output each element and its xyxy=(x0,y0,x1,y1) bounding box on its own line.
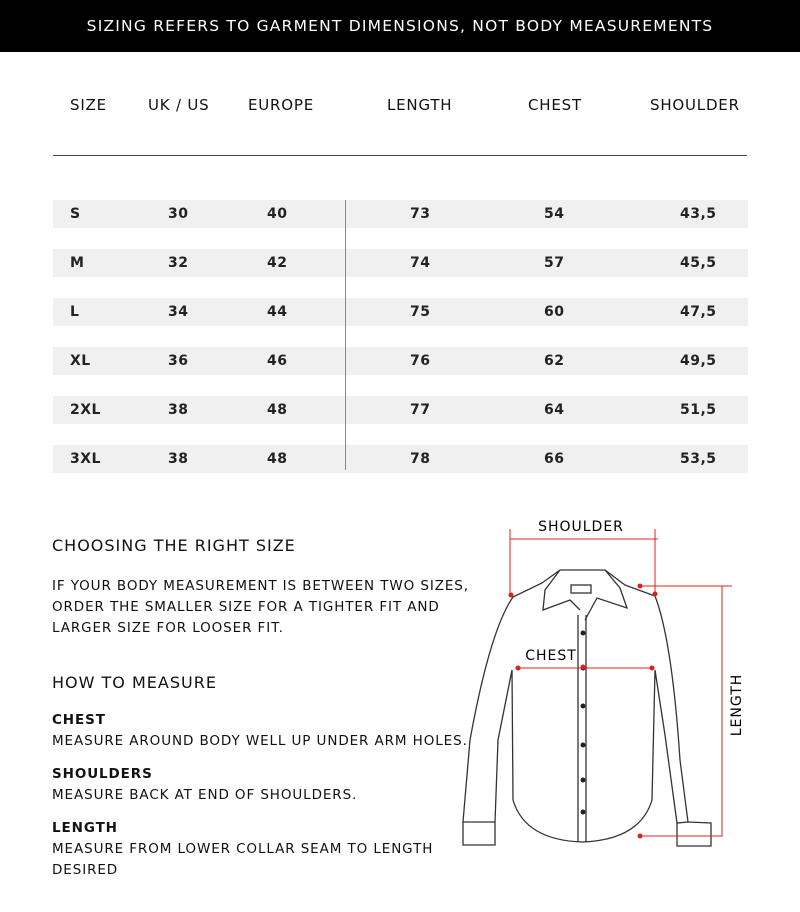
table-cell: 40 xyxy=(267,206,288,222)
table-cell: L xyxy=(70,304,80,320)
length-label: LENGTH xyxy=(52,820,118,836)
table-row: S 30 40 73 54 43,5 xyxy=(53,200,748,228)
header-europe: EUROPE xyxy=(248,96,315,114)
choosing-line: ORDER THE SMALLER SIZE FOR A TIGHTER FIT… xyxy=(52,599,440,615)
table-cell: 48 xyxy=(267,451,288,467)
table-cell: 75 xyxy=(410,304,431,320)
table-cell: 64 xyxy=(544,402,565,418)
table-cell: 73 xyxy=(410,206,431,222)
table-cell: 44 xyxy=(267,304,288,320)
header-length: LENGTH xyxy=(387,96,453,114)
length-text: DESIRED xyxy=(52,862,119,878)
table-cell: 34 xyxy=(168,304,189,320)
header-chest: CHEST xyxy=(528,96,582,114)
chest-label: CHEST xyxy=(52,712,106,728)
measure-title: HOW TO MEASURE xyxy=(52,673,217,692)
table-cell: 32 xyxy=(168,255,189,271)
length-diagram-label: LENGTH xyxy=(729,674,745,737)
table-cell: 30 xyxy=(168,206,189,222)
choosing-line: LARGER SIZE FOR LOOSER FIT. xyxy=(52,620,284,636)
banner: SIZING REFERS TO GARMENT DIMENSIONS, NOT… xyxy=(0,0,800,52)
shirt-icon xyxy=(462,569,712,847)
header-divider xyxy=(53,155,747,156)
table-cell: 54 xyxy=(544,206,565,222)
table-cell: 77 xyxy=(410,402,431,418)
table-cell: 48 xyxy=(267,402,288,418)
table-cell: M xyxy=(70,255,85,271)
header-size: SIZE xyxy=(70,96,107,114)
table-cell: XL xyxy=(70,353,91,369)
table-cell: 42 xyxy=(267,255,288,271)
length-text: MEASURE FROM LOWER COLLAR SEAM TO LENGTH xyxy=(52,841,434,857)
table-cell: 46 xyxy=(267,353,288,369)
choosing-text: IF YOUR BODY MEASUREMENT IS BETWEEN TWO … xyxy=(52,576,469,639)
table-cell: 53,5 xyxy=(680,451,717,467)
chest-diagram-label: CHEST xyxy=(525,648,577,664)
table-cell: 76 xyxy=(410,353,431,369)
table-cell: 47,5 xyxy=(680,304,717,320)
table-cell: 45,5 xyxy=(680,255,717,271)
table-row: 3XL 38 48 78 66 53,5 xyxy=(53,445,748,473)
header-shoulder: SHOULDER xyxy=(650,96,740,114)
table-cell: 74 xyxy=(410,255,431,271)
choosing-title: CHOOSING THE RIGHT SIZE xyxy=(52,536,296,555)
table-cell: 36 xyxy=(168,353,189,369)
column-divider xyxy=(345,200,346,470)
chest-text: MEASURE AROUND BODY WELL UP UNDER ARM HO… xyxy=(52,733,468,749)
measure-dots xyxy=(508,583,658,839)
measure-lines xyxy=(509,529,732,837)
table-row: L 34 44 75 60 47,5 xyxy=(53,298,748,326)
table-cell: 62 xyxy=(544,353,565,369)
table-cell: 60 xyxy=(544,304,565,320)
shoulder-label: SHOULDER xyxy=(538,519,624,535)
table-row: XL 36 46 76 62 49,5 xyxy=(53,347,748,375)
header-uk-us: UK / US xyxy=(148,96,210,114)
table-cell: 43,5 xyxy=(680,206,717,222)
table-cell: 2XL xyxy=(70,402,101,418)
table-row: M 32 42 74 57 45,5 xyxy=(53,249,748,277)
table-cell: 38 xyxy=(168,451,189,467)
table-cell: 66 xyxy=(544,451,565,467)
table-cell: S xyxy=(70,206,81,222)
table-row: 2XL 38 48 77 64 51,5 xyxy=(53,396,748,424)
table-cell: 57 xyxy=(544,255,565,271)
button-icons xyxy=(580,630,586,815)
table-cell: 78 xyxy=(410,451,431,467)
shoulders-text: MEASURE BACK AT END OF SHOULDERS. xyxy=(52,787,358,803)
table-cell: 51,5 xyxy=(680,402,717,418)
table-cell: 49,5 xyxy=(680,353,717,369)
table-cell: 3XL xyxy=(70,451,101,467)
choosing-line: IF YOUR BODY MEASUREMENT IS BETWEEN TWO … xyxy=(52,578,469,594)
shoulders-label: SHOULDERS xyxy=(52,766,153,782)
table-cell: 38 xyxy=(168,402,189,418)
